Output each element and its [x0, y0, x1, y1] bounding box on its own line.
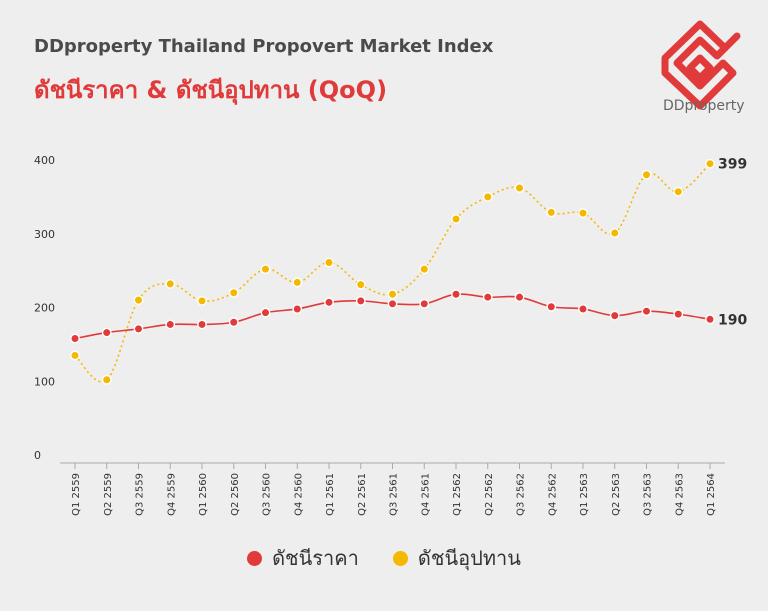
price-point	[355, 295, 366, 306]
supply-point	[355, 279, 366, 290]
legend-label-supply: ดัชนีอุปทาน	[417, 546, 521, 570]
x-tick-label: Q3 2559	[135, 473, 146, 516]
price-point	[228, 317, 239, 328]
supply-point	[641, 169, 652, 180]
x-tick-label: Q1 2562	[452, 473, 463, 516]
y-tick-label: 300	[34, 228, 55, 241]
price-point	[165, 319, 176, 330]
x-tick-label: Q4 2560	[293, 473, 304, 516]
price-point	[705, 314, 715, 325]
x-tick-label: Q4 2562	[547, 473, 558, 516]
legend-dot-supply-icon	[392, 550, 408, 566]
price-point	[514, 292, 525, 303]
supply-point	[165, 278, 176, 289]
x-tick-label: Q1 2561	[325, 473, 336, 516]
legend-label-price: ดัชนีราคา	[272, 546, 359, 570]
y-tick-label: 100	[34, 375, 55, 388]
legend-item-price: ดัชนีราคา	[247, 542, 359, 574]
x-tick-label: Q3 2562	[516, 473, 527, 516]
supply-point	[514, 183, 525, 193]
price-point	[292, 304, 303, 314]
price-point	[197, 319, 207, 330]
x-tick-label: Q2 2561	[357, 473, 368, 516]
supply-point	[609, 228, 620, 238]
series-line-supply	[74, 163, 711, 383]
legend-item-supply: ดัชนีอุปทาน	[392, 542, 521, 574]
chart-title: ดัชนีราคา & ดัชนีอุปทาน (QoQ)	[34, 76, 388, 104]
logo-text: DDproperty	[663, 98, 745, 114]
x-tick-label: Q2 2563	[611, 473, 622, 516]
supply-point	[578, 208, 588, 219]
price-point	[419, 298, 430, 309]
x-tick-label: Q1 2559	[71, 473, 82, 516]
legend-dot-price-icon	[247, 550, 263, 566]
y-tick-label: 0	[34, 449, 41, 462]
supply-point	[546, 207, 557, 218]
supply-point	[673, 186, 684, 197]
supply-point	[292, 277, 303, 288]
price-point	[578, 304, 588, 314]
price-point	[451, 289, 461, 300]
data-label: 399	[718, 157, 747, 173]
price-point	[101, 327, 112, 338]
y-tick-label: 400	[34, 154, 55, 167]
supply-point	[419, 264, 430, 275]
x-tick-label: Q2 2560	[230, 473, 241, 516]
x-tick-label: Q3 2563	[643, 473, 654, 516]
x-tick-label: Q2 2559	[103, 473, 114, 516]
price-point	[641, 306, 652, 317]
x-tick-label: Q3 2560	[262, 473, 273, 516]
supply-point	[705, 158, 715, 169]
supply-point	[70, 350, 80, 361]
supply-point	[228, 287, 239, 298]
supply-point	[451, 214, 461, 224]
price-point	[387, 298, 398, 309]
x-tick-label: Q4 2561	[420, 473, 431, 516]
supply-point	[197, 295, 207, 306]
price-point	[673, 309, 684, 320]
price-point	[133, 323, 144, 334]
x-tick-label: Q1 2564	[706, 473, 717, 516]
y-tick-label: 200	[34, 302, 55, 315]
price-point	[482, 292, 493, 303]
x-tick-label: Q3 2561	[389, 473, 400, 516]
price-point	[324, 297, 334, 308]
supply-point	[133, 295, 144, 306]
supply-point	[260, 264, 271, 275]
chart-legend: ดัชนีราคา ดัชนีอุปทาน	[0, 542, 768, 574]
x-tick-label: Q4 2559	[166, 473, 177, 516]
supply-point	[101, 374, 112, 385]
price-point	[546, 301, 557, 312]
chart-subtitle: DDproperty Thailand Propovert Market Ind…	[34, 36, 494, 57]
supply-point	[482, 191, 493, 202]
x-tick-label: Q4 2563	[674, 473, 685, 516]
x-tick-label: Q1 2560	[198, 473, 209, 516]
supply-point	[387, 289, 398, 300]
price-point	[609, 310, 620, 321]
price-point	[70, 333, 80, 344]
price-point	[260, 307, 271, 318]
x-tick-label: Q1 2563	[579, 473, 590, 516]
ddproperty-logo-icon	[661, 20, 741, 110]
x-tick-label: Q2 2562	[484, 473, 495, 516]
data-label: 190	[718, 312, 747, 328]
supply-point	[324, 257, 334, 268]
